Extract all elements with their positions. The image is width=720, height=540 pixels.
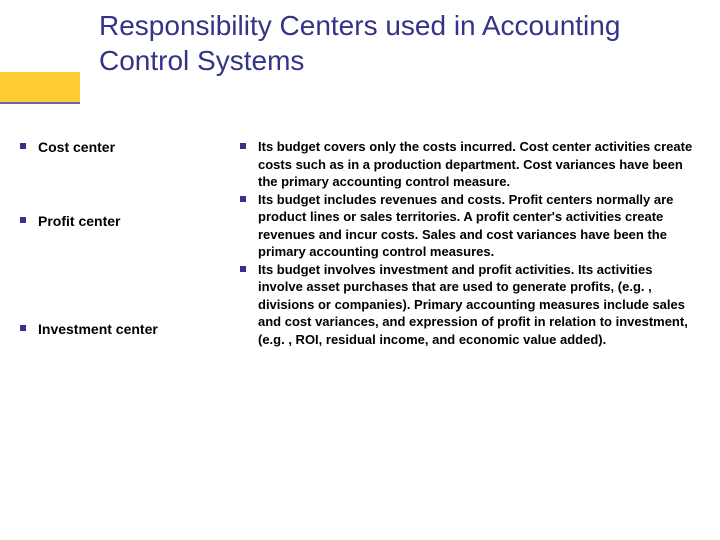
- square-bullet-icon: [20, 143, 26, 149]
- right-item: Its budget covers only the costs incurre…: [240, 138, 700, 191]
- left-item: Profit center: [20, 212, 240, 320]
- right-item-text: Its budget includes revenues and costs. …: [258, 191, 700, 261]
- square-bullet-icon: [240, 143, 246, 149]
- left-item: Investment center: [20, 320, 240, 338]
- left-item-label: Profit center: [38, 212, 120, 230]
- square-bullet-icon: [20, 217, 26, 223]
- square-bullet-icon: [20, 325, 26, 331]
- content-area: Cost center Profit center Investment cen…: [20, 138, 700, 349]
- left-item: Cost center: [20, 138, 240, 212]
- title-container: Responsibility Centers used in Accountin…: [99, 8, 699, 78]
- left-column: Cost center Profit center Investment cen…: [20, 138, 240, 349]
- left-item-label: Cost center: [38, 138, 115, 156]
- right-item-text: Its budget covers only the costs incurre…: [258, 138, 700, 191]
- square-bullet-icon: [240, 266, 246, 272]
- right-column: Its budget covers only the costs incurre…: [240, 138, 700, 349]
- right-item-text: Its budget involves investment and profi…: [258, 261, 700, 349]
- right-item: Its budget includes revenues and costs. …: [240, 191, 700, 261]
- square-bullet-icon: [240, 196, 246, 202]
- title-accent-block: [0, 72, 80, 104]
- slide-title: Responsibility Centers used in Accountin…: [99, 8, 699, 78]
- left-item-label: Investment center: [38, 320, 158, 338]
- right-item: Its budget involves investment and profi…: [240, 261, 700, 349]
